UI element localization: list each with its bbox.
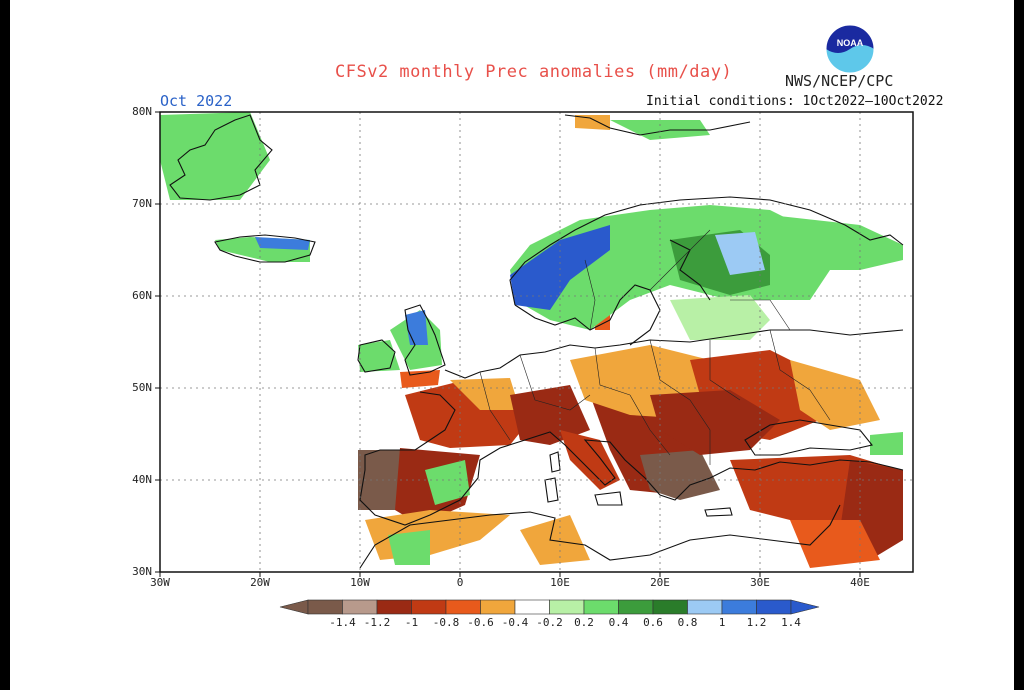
lon-label-20e: 20E [650,576,670,589]
anomaly-russia-south [790,360,880,430]
colorbar [279,599,820,615]
colorbar-tick-label: 0.4 [608,616,629,629]
lon-label-30e: 30E [750,576,770,589]
scandinavia-coast [509,196,904,346]
anomaly-greenland [160,112,270,200]
lat-label-60n: 60N [132,289,152,302]
map-frame [159,111,914,573]
colorbar-tick-label: -1 [404,616,419,629]
anomaly-russia-north [770,215,903,270]
svg-text:NOAA: NOAA [837,38,864,48]
colorbar-swatch [480,599,516,615]
colorbar-swatch [756,599,792,615]
colorbar-swatch [514,599,550,615]
colorbar-swatch [307,599,343,615]
colorbar-tick-label: -1.2 [363,616,391,629]
colorbar-tick-label: 1.2 [746,616,767,629]
borders [479,229,831,465]
colorbar-tick-label: 0.2 [574,616,594,629]
anomaly-map [155,111,914,615]
colorbar-swatch [618,599,654,615]
chart-title: CFSv2 monthly Prec anomalies (mm/day) [335,62,733,82]
colorbar-tick-label: 1 [718,616,726,629]
anomaly-alps [510,385,590,445]
anomaly-caucasus [870,432,903,455]
noaa-logo: NOAA [825,24,875,74]
lon-label-30w: 30W [150,576,170,589]
colorbar-swatch [342,599,378,615]
colorbar-tick-label: 1.4 [781,616,801,629]
lat-label-50n: 50N [132,381,152,394]
lon-label-10e: 10E [550,576,570,589]
anomaly-norway-coast [510,225,610,310]
anomaly-britain-s [400,370,440,388]
lat-label-40n: 40N [132,473,152,486]
lon-label-20w: 20W [250,576,270,589]
agency-label: NWS/NCEP/CPC [785,72,894,90]
anomaly-libya [520,515,590,565]
anomaly-morocco-green [388,530,430,565]
coastlines [169,114,904,569]
colorbar-tick-label: -0.2 [536,616,563,629]
svalbard-coast [564,114,751,136]
anomaly-portugal-green [425,460,470,505]
britain-coast [404,304,446,376]
colorbar-swatch [583,599,619,615]
colorbar-tick-label: -0.6 [467,616,494,629]
africa-coast [359,504,841,569]
lon-label-0: 0 [456,576,464,589]
anomaly-iceland-blue [255,237,310,250]
anomaly-fields [160,112,903,568]
greenland-coast [169,114,273,201]
lat-label-30n: 30N [132,565,152,578]
iceland-coast [214,234,316,263]
valid-month: Oct 2022 [160,92,233,110]
colorbar-arrow-left [279,599,309,615]
colorbar-arrow-right [790,599,820,615]
ireland-coast [357,339,396,373]
colorbar-tick-label: -1.4 [329,616,356,629]
colorbar-swatch [652,599,688,615]
anomaly-levant [790,520,880,568]
graticule [160,112,913,572]
lon-label-40e: 40E [850,576,870,589]
colorbar-swatch [376,599,412,615]
colorbar-tick-label: -0.4 [501,616,529,629]
anomaly-greece [640,450,720,500]
ticks [155,111,861,577]
lat-label-70n: 70N [132,197,152,210]
colorbar-tick-label: -0.8 [432,616,460,629]
lon-label-10w: 10W [350,576,370,589]
colorbar-swatch [721,599,757,615]
colorbar-swatch [549,599,585,615]
colorbar-swatch [687,599,723,615]
anomaly-italy [560,430,620,490]
anomaly-north-africa [365,510,510,560]
colorbar-swatch [411,599,447,615]
anomaly-ireland [358,340,400,372]
colorbar-tick-label: 0.6 [643,616,663,629]
black-sea-coast [744,419,873,456]
anomaly-svalbard-dry [575,115,610,130]
anomaly-finland-blue [715,232,765,275]
anomaly-baltics [670,295,770,340]
mediterranean-islands [544,451,733,517]
lat-label-80n: 80N [132,105,152,118]
figure-page: NOAA CFSv2 monthly Prec anomalies (mm/da… [10,0,1014,690]
initial-conditions: Initial conditions: 1Oct2022–10Oct2022 [646,94,944,109]
anomaly-france-north [450,378,520,410]
colorbar-swatch [445,599,481,615]
colorbar-tick-label: 0.8 [677,616,698,629]
